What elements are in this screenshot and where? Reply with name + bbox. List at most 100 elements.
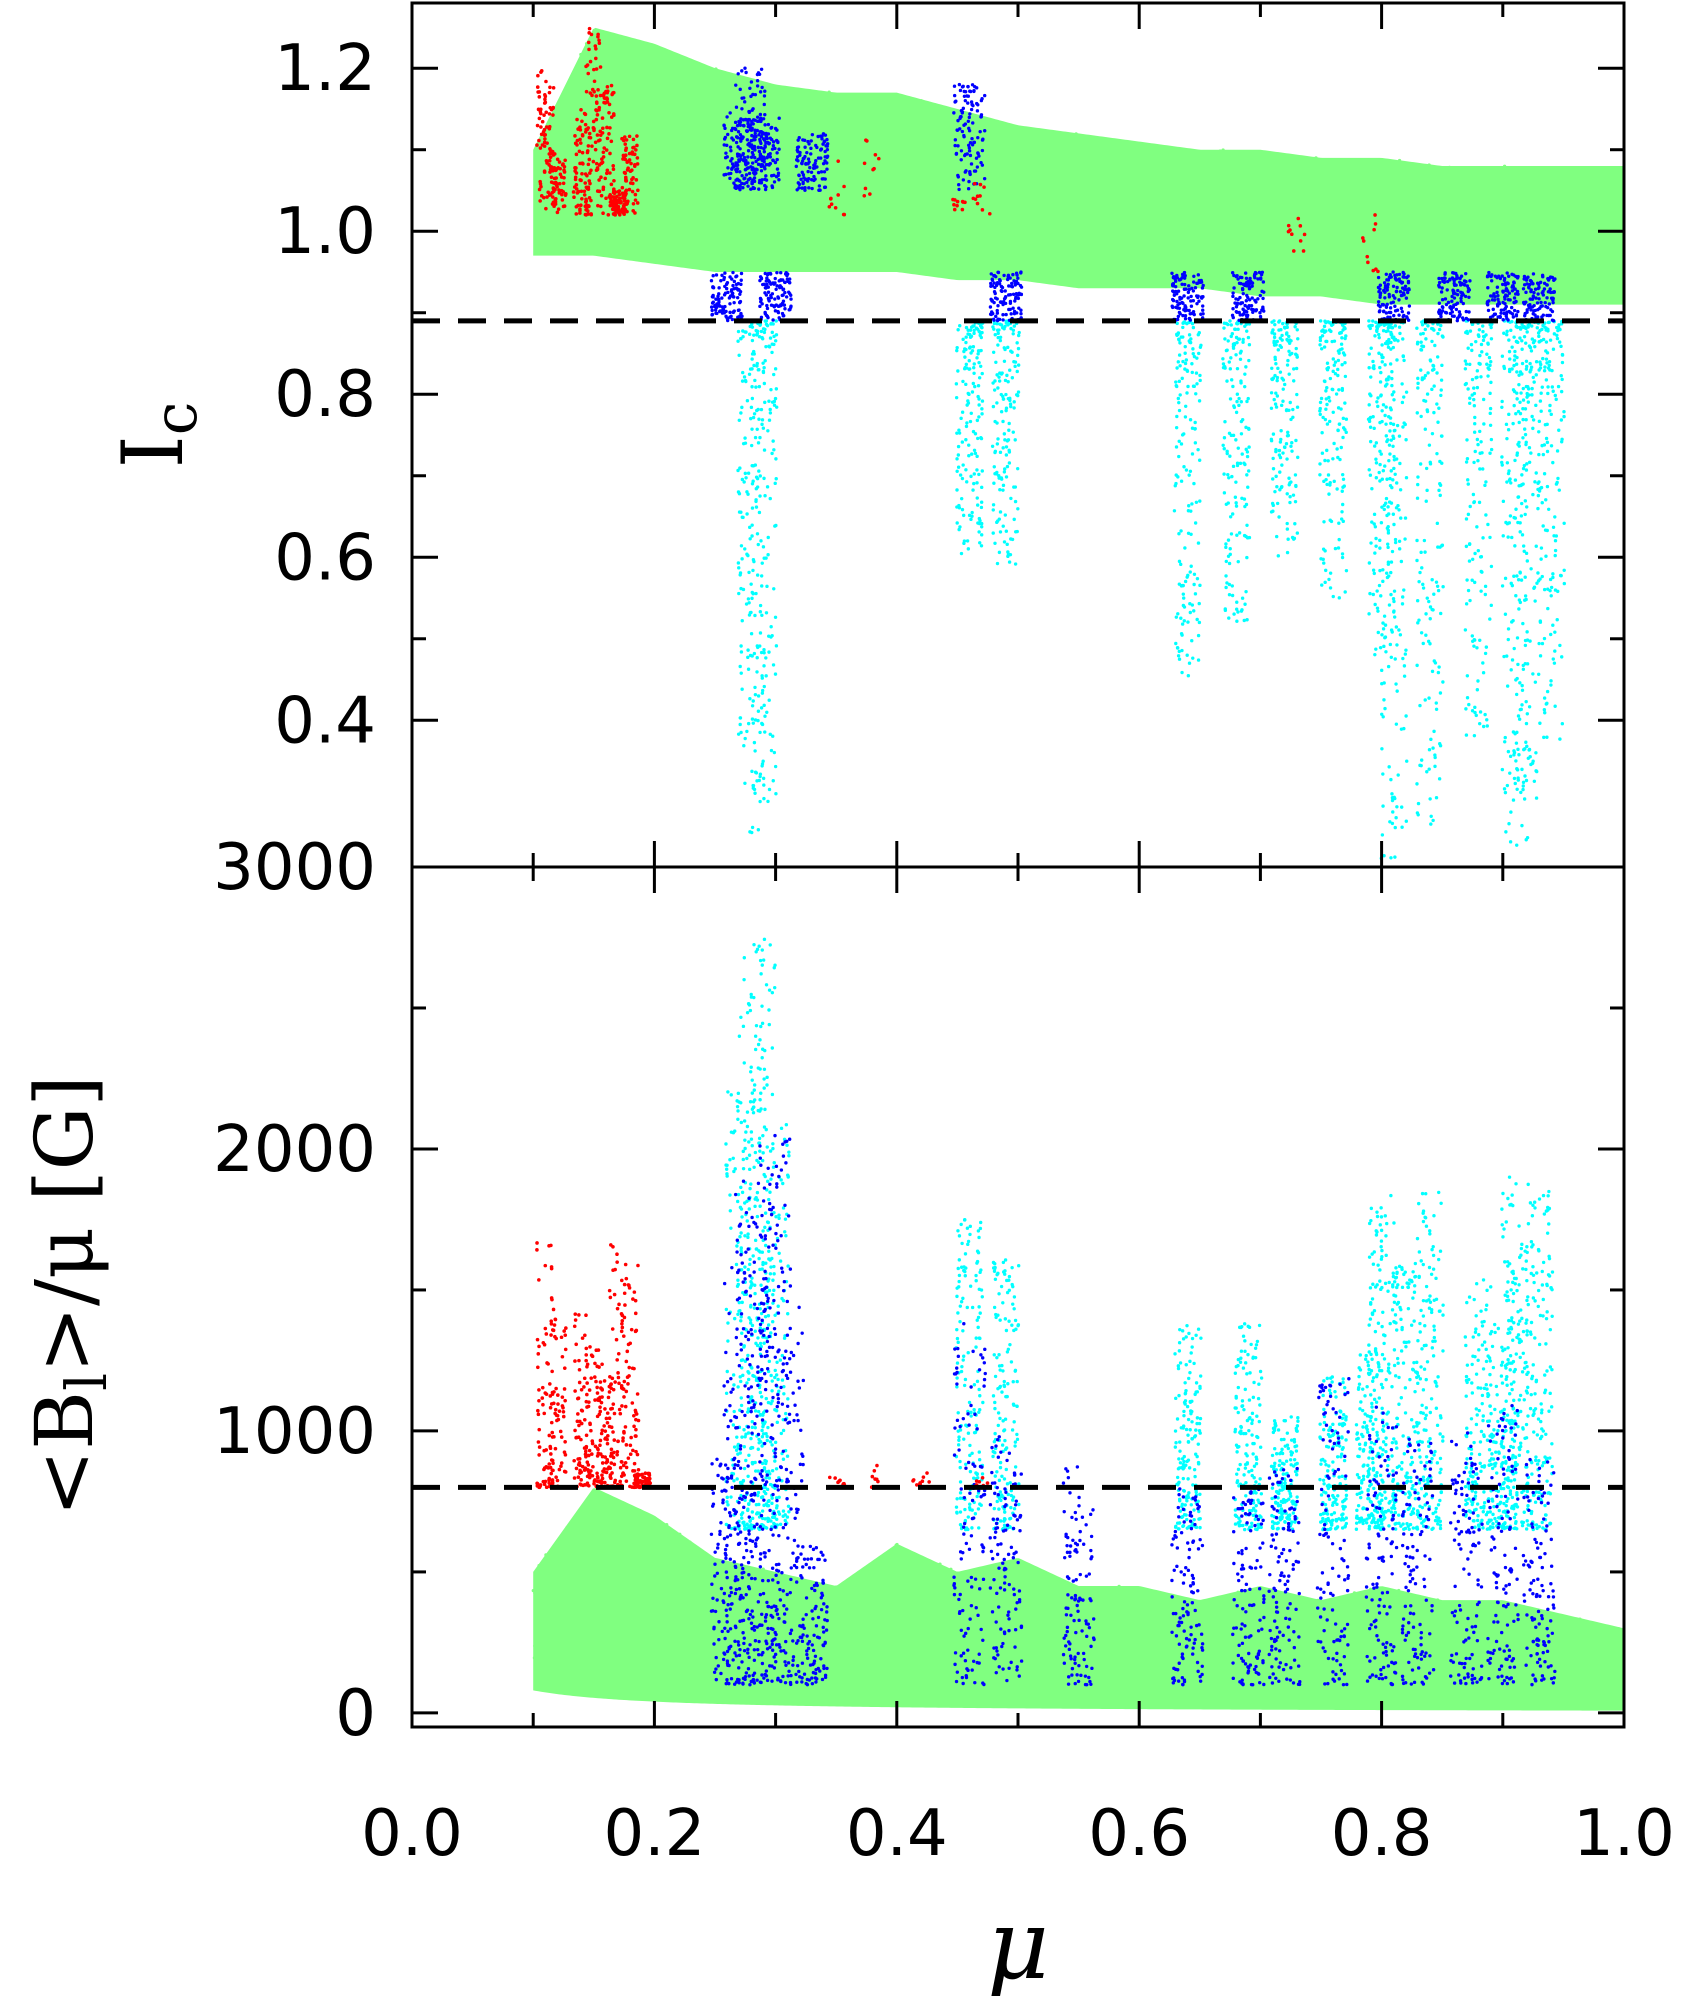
data-point bbox=[1240, 287, 1245, 292]
data-point bbox=[1222, 472, 1226, 476]
data-point bbox=[1551, 623, 1555, 627]
data-point bbox=[1437, 301, 1442, 305]
data-point bbox=[1506, 281, 1510, 286]
data-point bbox=[738, 716, 743, 720]
data-point bbox=[1155, 166, 1159, 170]
data-point bbox=[1513, 287, 1517, 291]
data-point bbox=[1373, 652, 1377, 657]
data-point bbox=[1295, 247, 1299, 251]
data-point bbox=[1028, 135, 1032, 139]
data-point bbox=[754, 591, 758, 596]
data-point bbox=[1545, 283, 1549, 287]
data-point bbox=[1190, 321, 1195, 326]
data-point bbox=[1524, 341, 1528, 345]
data-point bbox=[1361, 186, 1365, 191]
data-point bbox=[1341, 435, 1345, 440]
data-point bbox=[1545, 296, 1549, 300]
data-point bbox=[1466, 512, 1471, 517]
data-point bbox=[754, 505, 759, 509]
data-point bbox=[1483, 712, 1487, 717]
data-point bbox=[1179, 616, 1183, 620]
data-point bbox=[1481, 661, 1485, 665]
data-point bbox=[1198, 583, 1202, 588]
data-point bbox=[742, 480, 746, 484]
data-point bbox=[741, 151, 745, 156]
data-point bbox=[1293, 182, 1297, 186]
data-point bbox=[1082, 182, 1087, 186]
data-point bbox=[1338, 348, 1342, 352]
data-point bbox=[1509, 668, 1513, 672]
data-point bbox=[1548, 338, 1553, 342]
data-point bbox=[1403, 284, 1408, 289]
data-point bbox=[1145, 167, 1149, 171]
data-point bbox=[1151, 194, 1155, 198]
data-point bbox=[1315, 198, 1319, 203]
data-point bbox=[1273, 322, 1277, 327]
data-point bbox=[1188, 418, 1193, 422]
data-point bbox=[729, 148, 733, 153]
data-point bbox=[1495, 285, 1500, 289]
data-point bbox=[1333, 360, 1338, 364]
data-point bbox=[1384, 405, 1388, 409]
data-point bbox=[1525, 364, 1529, 369]
data-point bbox=[961, 337, 965, 342]
data-point bbox=[1505, 684, 1510, 688]
data-point bbox=[1183, 309, 1187, 313]
data-point bbox=[1381, 804, 1385, 808]
data-point bbox=[1374, 457, 1378, 461]
data-point bbox=[1293, 325, 1297, 329]
data-point bbox=[1425, 770, 1429, 774]
data-point bbox=[1535, 326, 1539, 330]
data-point bbox=[792, 216, 796, 220]
data-point bbox=[1180, 188, 1185, 192]
data-point bbox=[1382, 644, 1386, 649]
data-point bbox=[1015, 126, 1019, 130]
data-point bbox=[1190, 639, 1194, 643]
data-point bbox=[1302, 174, 1306, 179]
data-point bbox=[766, 122, 771, 127]
data-point bbox=[567, 81, 572, 85]
data-point bbox=[845, 140, 849, 144]
data-point bbox=[1049, 198, 1053, 203]
data-point bbox=[1398, 488, 1403, 492]
data-point bbox=[1378, 380, 1383, 384]
data-point bbox=[1213, 154, 1217, 159]
data-point bbox=[1227, 191, 1231, 196]
data-point bbox=[756, 441, 761, 445]
data-point bbox=[809, 146, 813, 151]
data-point bbox=[747, 570, 751, 575]
data-point bbox=[954, 99, 958, 103]
data-point bbox=[1279, 429, 1283, 433]
data-point bbox=[1003, 438, 1007, 442]
data-point bbox=[1380, 239, 1384, 243]
data-point bbox=[1513, 732, 1517, 736]
data-point bbox=[1543, 711, 1547, 715]
data-point bbox=[1002, 359, 1007, 363]
data-point bbox=[1030, 147, 1034, 151]
data-point bbox=[1238, 153, 1242, 157]
data-point bbox=[650, 128, 655, 132]
data-point bbox=[706, 92, 710, 97]
data-point bbox=[1526, 385, 1530, 389]
data-point bbox=[615, 138, 619, 142]
data-point bbox=[734, 275, 738, 279]
data-point bbox=[1562, 184, 1567, 188]
data-point bbox=[1521, 386, 1526, 391]
data-point bbox=[1276, 178, 1280, 182]
data-point bbox=[1193, 286, 1198, 290]
data-point bbox=[1485, 352, 1489, 356]
data-point bbox=[1190, 286, 1194, 291]
data-point bbox=[960, 440, 965, 444]
data-point bbox=[1432, 592, 1436, 596]
data-point bbox=[1431, 818, 1435, 823]
data-point bbox=[973, 384, 977, 389]
data-point bbox=[695, 91, 699, 95]
data-point bbox=[955, 345, 959, 350]
data-point bbox=[728, 315, 732, 319]
data-point bbox=[1521, 466, 1526, 471]
data-point bbox=[1448, 284, 1452, 288]
data-point bbox=[759, 329, 764, 334]
data-point bbox=[1384, 311, 1389, 315]
data-point bbox=[1495, 290, 1499, 295]
data-point bbox=[1051, 155, 1055, 159]
